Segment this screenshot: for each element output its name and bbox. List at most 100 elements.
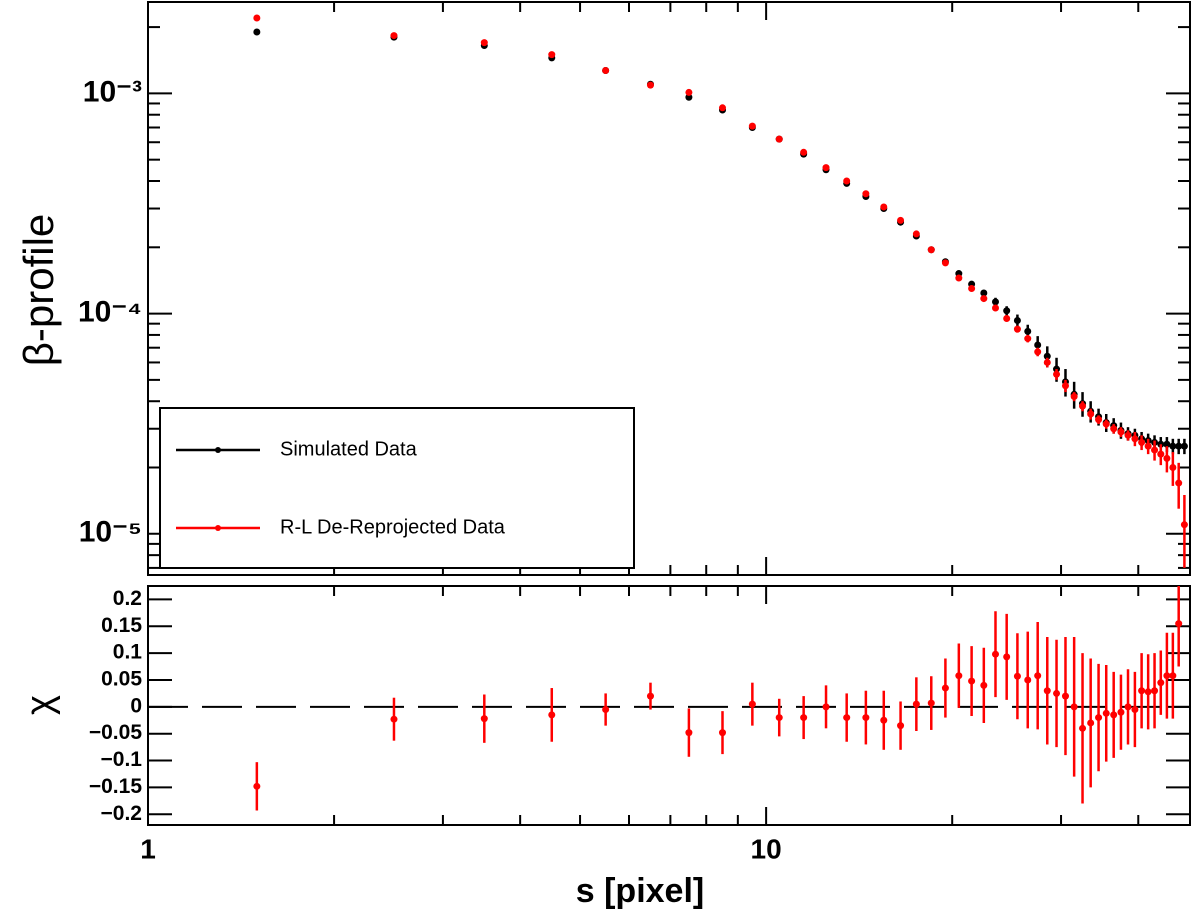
x-tick-label: 10: [751, 833, 782, 864]
y-tick-label: 0: [130, 694, 142, 717]
data-point: [1131, 706, 1139, 714]
data-point: [1151, 687, 1159, 695]
y-tick-label: −0.15: [89, 775, 142, 798]
data-point: [253, 14, 261, 22]
data-point: [1163, 440, 1171, 448]
data-layer: [253, 14, 1188, 568]
y-axis-title: β-profile: [15, 214, 62, 367]
data-point: [253, 28, 261, 36]
data-point: [991, 298, 999, 306]
data-point: [1024, 676, 1032, 684]
legend-label: Simulated Data: [280, 438, 418, 460]
y-tick-label: 10⁻³: [83, 75, 142, 108]
data-point: [991, 304, 999, 312]
data-point: [775, 135, 783, 143]
data-point: [843, 177, 851, 185]
data-point: [718, 729, 726, 737]
y-tick-label: −0.2: [101, 802, 142, 825]
data-point: [1013, 317, 1021, 325]
data-point: [1117, 708, 1125, 716]
y-tick-label: 10⁻⁵: [79, 516, 142, 549]
legend-marker: [215, 525, 221, 531]
y-tick-label: −0.05: [89, 721, 142, 744]
data-point: [912, 230, 920, 238]
data-point: [1144, 442, 1152, 450]
data-point: [1169, 442, 1177, 450]
data-point: [822, 164, 830, 172]
data-point: [748, 122, 756, 130]
data-point: [980, 295, 988, 303]
data-point: [1157, 679, 1165, 687]
data-point: [1124, 431, 1132, 439]
data-point: [991, 650, 999, 658]
x-tick-label: 1: [140, 833, 156, 864]
data-point: [1163, 672, 1171, 680]
data-point: [1138, 438, 1146, 446]
data-point: [862, 190, 870, 198]
data-point: [1079, 724, 1087, 732]
data-point: [941, 259, 949, 267]
data-point: [390, 32, 398, 40]
data-point: [1175, 479, 1183, 487]
data-point: [1180, 521, 1188, 529]
data-point: [980, 681, 988, 689]
data-point: [927, 246, 935, 254]
data-point: [602, 706, 610, 714]
data-point: [1053, 689, 1061, 697]
data-point: [1024, 327, 1032, 335]
data-point: [968, 677, 976, 685]
data-point: [548, 711, 556, 719]
data-point: [775, 714, 783, 722]
data-point: [1034, 341, 1042, 349]
data-point: [897, 216, 905, 224]
y-tick-label: 0.05: [101, 668, 142, 691]
data-point: [1061, 692, 1069, 700]
data-point: [1043, 352, 1051, 360]
data-point: [1013, 672, 1021, 680]
data-point: [800, 148, 808, 156]
data-point: [941, 684, 949, 692]
data-point: [1144, 688, 1152, 696]
data-point: [1024, 335, 1032, 343]
plot-frame: [147, 585, 1191, 826]
data-point: [1061, 382, 1069, 390]
data-point: [1034, 672, 1042, 680]
data-point: [880, 716, 888, 724]
data-point: [1003, 314, 1011, 322]
data-point: [253, 782, 261, 790]
data-point: [1175, 620, 1183, 628]
data-point: [685, 729, 693, 737]
data-point: [968, 285, 976, 292]
data-point: [1013, 325, 1021, 333]
data-point: [1102, 420, 1110, 428]
legend-label: R-L De-Reprojected Data: [280, 516, 506, 538]
data-point: [602, 67, 610, 75]
data-point: [1043, 687, 1051, 695]
data-point: [1034, 348, 1042, 356]
x-axis-title: s [pixel]: [576, 872, 704, 910]
y-tick-label: 0.15: [101, 614, 142, 637]
data-point: [1180, 442, 1188, 450]
data-point: [897, 722, 905, 730]
data-point: [1131, 435, 1139, 443]
y-tick-label: 0.2: [113, 587, 142, 610]
data-point: [1169, 672, 1177, 680]
data-point: [927, 699, 935, 707]
data-point: [1175, 442, 1183, 450]
data-point: [980, 289, 988, 297]
data-point: [1079, 402, 1087, 410]
data-point: [646, 81, 654, 89]
data-point: [1087, 719, 1095, 727]
data-point: [862, 714, 870, 722]
legend-box: [159, 407, 635, 569]
data-point: [548, 51, 556, 59]
data-point: [1110, 425, 1118, 433]
y-axis-title: χ: [19, 695, 61, 715]
data-point: [1070, 703, 1078, 711]
data-point: [1157, 450, 1165, 458]
data-point: [843, 714, 851, 722]
data-point: [1003, 653, 1011, 661]
data-point: [1087, 410, 1095, 418]
data-point: [748, 700, 756, 708]
